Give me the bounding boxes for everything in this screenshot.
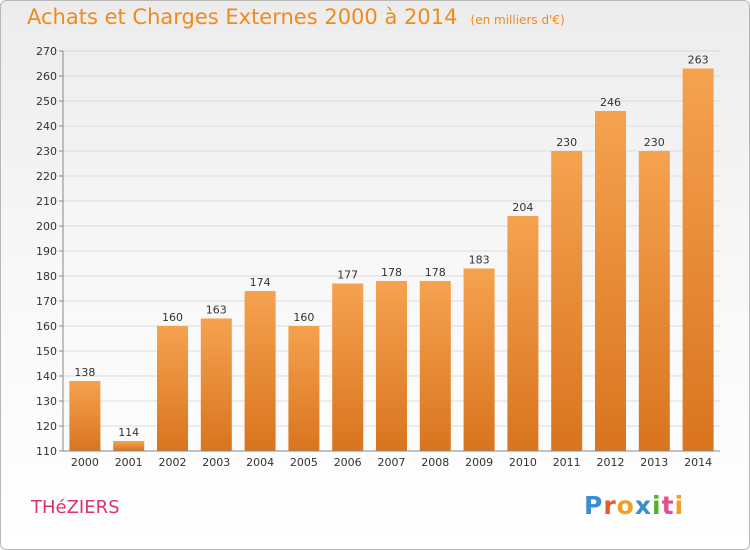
bar <box>157 326 188 451</box>
value-label: 178 <box>381 266 402 279</box>
value-label: 230 <box>556 136 577 149</box>
bar <box>595 111 626 451</box>
x-tick-label: 2001 <box>115 456 143 469</box>
y-tick-label: 110 <box>36 445 57 458</box>
x-axis-ticks: 2000 2001 2002 2003 2004 2005 2006 2007 2008 2009… <box>71 456 712 469</box>
logo-letter: x <box>634 491 652 520</box>
value-label: 177 <box>337 269 358 282</box>
bar <box>288 326 320 451</box>
value-label: 174 <box>250 276 271 289</box>
x-tick-label: 2002 <box>159 456 187 469</box>
x-tick-label: 2013 <box>640 456 668 469</box>
y-tick-label: 270 <box>36 45 57 58</box>
y-tick-label: 150 <box>36 345 57 358</box>
x-tick-label: 2006 <box>334 456 362 469</box>
y-tick-label: 250 <box>36 95 57 108</box>
y-tick-label: 180 <box>36 270 57 283</box>
value-label: 204 <box>512 201 533 214</box>
y-tick-label: 130 <box>36 395 57 408</box>
bar <box>69 381 101 451</box>
x-tick-label: 2014 <box>684 456 712 469</box>
x-tick-label: 2009 <box>465 456 493 469</box>
bar <box>376 281 407 451</box>
y-tick-label: 200 <box>36 220 57 233</box>
x-tick-label: 2011 <box>553 456 581 469</box>
value-label: 183 <box>469 254 490 267</box>
y-tick-label: 230 <box>36 145 57 158</box>
x-tick-label: 2010 <box>509 456 537 469</box>
chart-subtitle: (en milliers d'€) <box>470 13 565 27</box>
y-tick-label: 120 <box>36 420 57 433</box>
x-tick-label: 2003 <box>202 456 230 469</box>
value-label: 114 <box>118 426 139 439</box>
y-axis-ticks: 110 120 130 140 150 160 170 180 190 200 210 220 230 2… <box>36 45 63 458</box>
bars <box>69 68 714 451</box>
bar <box>200 318 232 451</box>
bar <box>638 151 670 451</box>
value-label: 160 <box>293 311 314 324</box>
y-tick-label: 220 <box>36 170 57 183</box>
value-label: 230 <box>644 136 665 149</box>
value-label: 138 <box>74 366 95 379</box>
bar <box>332 283 364 451</box>
commune-name: THéZIERS <box>31 497 120 518</box>
bar <box>419 281 451 451</box>
x-tick-label: 2012 <box>597 456 625 469</box>
value-label: 160 <box>162 311 183 324</box>
y-tick-label: 240 <box>36 120 57 133</box>
axes <box>62 51 720 452</box>
chart-title: Achats et Charges Externes 2000 à 2014 <box>27 5 458 29</box>
bar <box>551 151 583 451</box>
y-tick-label: 190 <box>36 245 57 258</box>
y-tick-label: 260 <box>36 70 57 83</box>
bar <box>682 68 714 451</box>
logo-letter: P <box>584 491 604 520</box>
logo-letter: o <box>616 491 635 520</box>
value-labels: 138 114 160 163 174 160 177 178 178 183 204 230 246 2… <box>74 54 708 440</box>
logo-letter: i <box>652 491 662 520</box>
y-tick-label: 140 <box>36 370 57 383</box>
y-tick-label: 160 <box>36 320 57 333</box>
value-label: 163 <box>206 304 227 317</box>
bar <box>244 291 276 451</box>
x-tick-label: 2005 <box>290 456 318 469</box>
bar <box>463 268 495 451</box>
title-row: Achats et Charges Externes 2000 à 2014 (… <box>27 5 565 29</box>
logo-letter: i <box>674 491 685 520</box>
value-label: 246 <box>600 96 621 109</box>
x-tick-label: 2008 <box>421 456 449 469</box>
bar <box>113 441 145 451</box>
logo-letter: r <box>603 491 617 520</box>
x-tick-label: 2007 <box>378 456 406 469</box>
value-label: 178 <box>425 266 446 279</box>
y-tick-label: 170 <box>36 295 57 308</box>
x-tick-label: 2000 <box>71 456 99 469</box>
proxiti-logo[interactable]: Proxiti <box>584 491 684 520</box>
logo-letter: t <box>661 491 675 520</box>
x-tick-label: 2004 <box>246 456 274 469</box>
value-label: 263 <box>688 54 709 67</box>
y-tick-label: 210 <box>36 195 57 208</box>
bar <box>507 216 539 451</box>
